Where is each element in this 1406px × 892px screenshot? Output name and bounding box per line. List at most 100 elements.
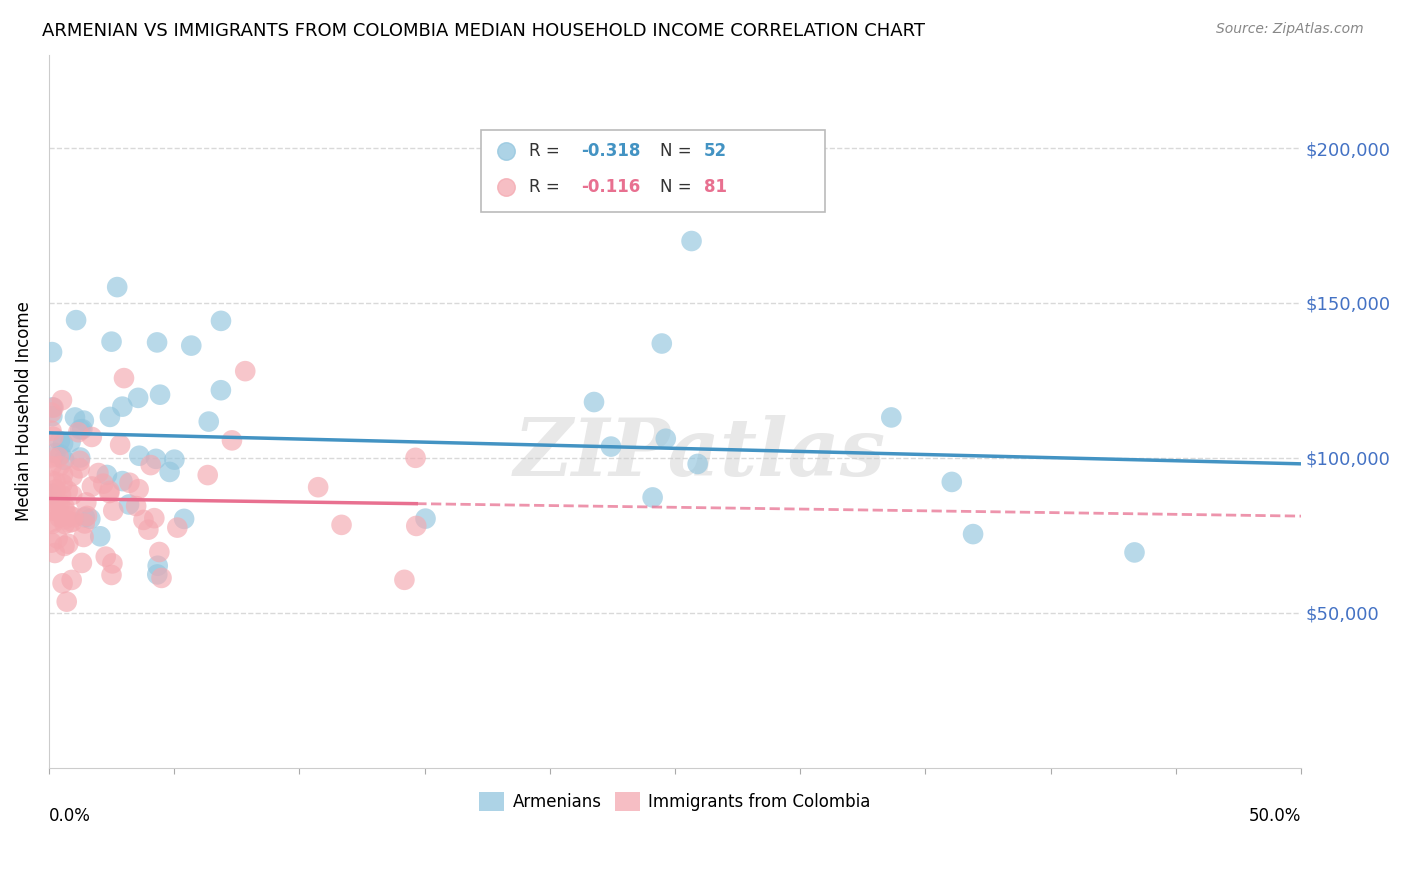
Point xyxy=(209,383,232,397)
Point xyxy=(138,523,160,537)
Point xyxy=(41,493,63,508)
Text: R =: R = xyxy=(529,178,564,196)
Point xyxy=(60,488,83,502)
Point xyxy=(41,459,63,474)
Point xyxy=(65,313,87,327)
Point xyxy=(53,500,76,514)
Point xyxy=(70,556,93,570)
Point xyxy=(62,469,84,483)
Point xyxy=(128,449,150,463)
Point xyxy=(952,761,974,775)
Text: ARMENIAN VS IMMIGRANTS FROM COLOMBIA MEDIAN HOUSEHOLD INCOME CORRELATION CHART: ARMENIAN VS IMMIGRANTS FROM COLOMBIA MED… xyxy=(42,22,925,40)
FancyBboxPatch shape xyxy=(481,130,825,212)
Point xyxy=(91,476,114,491)
Point xyxy=(111,400,134,414)
Point xyxy=(127,391,149,405)
Point xyxy=(94,549,117,564)
Point xyxy=(73,414,96,428)
Point xyxy=(41,409,63,424)
Point xyxy=(221,434,243,448)
Text: N =: N = xyxy=(659,178,697,196)
Point xyxy=(163,452,186,467)
Point xyxy=(52,576,75,591)
Point xyxy=(72,530,94,544)
Point xyxy=(111,474,134,488)
Point xyxy=(69,422,91,436)
Point xyxy=(112,371,135,385)
Point xyxy=(307,480,329,494)
Point xyxy=(233,364,256,378)
Point xyxy=(962,527,984,541)
Point xyxy=(150,571,173,585)
Point xyxy=(880,410,903,425)
Point xyxy=(96,467,118,482)
Point xyxy=(80,479,103,493)
Point xyxy=(145,451,167,466)
Point xyxy=(41,345,63,359)
Point xyxy=(197,468,219,483)
Point xyxy=(41,487,63,501)
Point xyxy=(59,434,82,449)
Point xyxy=(641,491,664,505)
Point xyxy=(105,280,128,294)
Point xyxy=(53,516,76,531)
Point xyxy=(44,446,66,460)
Point xyxy=(405,450,427,465)
Point xyxy=(49,488,72,502)
Point xyxy=(72,422,94,436)
Point xyxy=(149,387,172,401)
Text: 52: 52 xyxy=(704,143,727,161)
Point xyxy=(41,515,63,529)
Point xyxy=(415,511,437,525)
Point xyxy=(146,567,169,582)
Point xyxy=(100,334,122,349)
Point xyxy=(46,532,69,546)
Point xyxy=(51,476,73,491)
Point xyxy=(651,336,673,351)
Point xyxy=(73,510,96,524)
Point xyxy=(952,761,974,775)
Point xyxy=(59,508,82,523)
Text: 0.0%: 0.0% xyxy=(49,807,91,825)
Point xyxy=(52,436,75,450)
Point xyxy=(60,573,83,587)
Point xyxy=(118,498,141,512)
Point xyxy=(128,482,150,496)
Point xyxy=(79,512,101,526)
Point xyxy=(41,516,63,531)
Point xyxy=(48,510,70,524)
Point xyxy=(52,467,75,482)
Point xyxy=(405,519,427,533)
Point xyxy=(143,511,166,525)
Point xyxy=(41,535,63,549)
Point xyxy=(55,595,77,609)
Point xyxy=(197,415,219,429)
Point xyxy=(100,568,122,582)
Point xyxy=(139,458,162,472)
Point xyxy=(98,486,121,500)
Point xyxy=(45,483,67,497)
Point xyxy=(681,234,703,248)
Point xyxy=(655,432,678,446)
Point xyxy=(41,405,63,419)
Point xyxy=(41,504,63,518)
Point xyxy=(52,512,75,526)
Point xyxy=(686,457,709,471)
Point xyxy=(209,314,232,328)
Text: N =: N = xyxy=(659,143,697,161)
Point xyxy=(51,393,73,408)
Point xyxy=(53,453,76,467)
Point xyxy=(63,410,86,425)
Point xyxy=(148,545,170,559)
Point xyxy=(125,499,148,513)
Point xyxy=(42,401,65,415)
Point xyxy=(69,454,91,468)
Text: 50.0%: 50.0% xyxy=(1249,807,1301,825)
Point xyxy=(103,503,125,517)
Point xyxy=(146,335,169,350)
Point xyxy=(80,430,103,444)
Point xyxy=(180,338,202,352)
Point xyxy=(44,486,66,500)
Point xyxy=(87,466,110,480)
Point xyxy=(582,395,605,409)
